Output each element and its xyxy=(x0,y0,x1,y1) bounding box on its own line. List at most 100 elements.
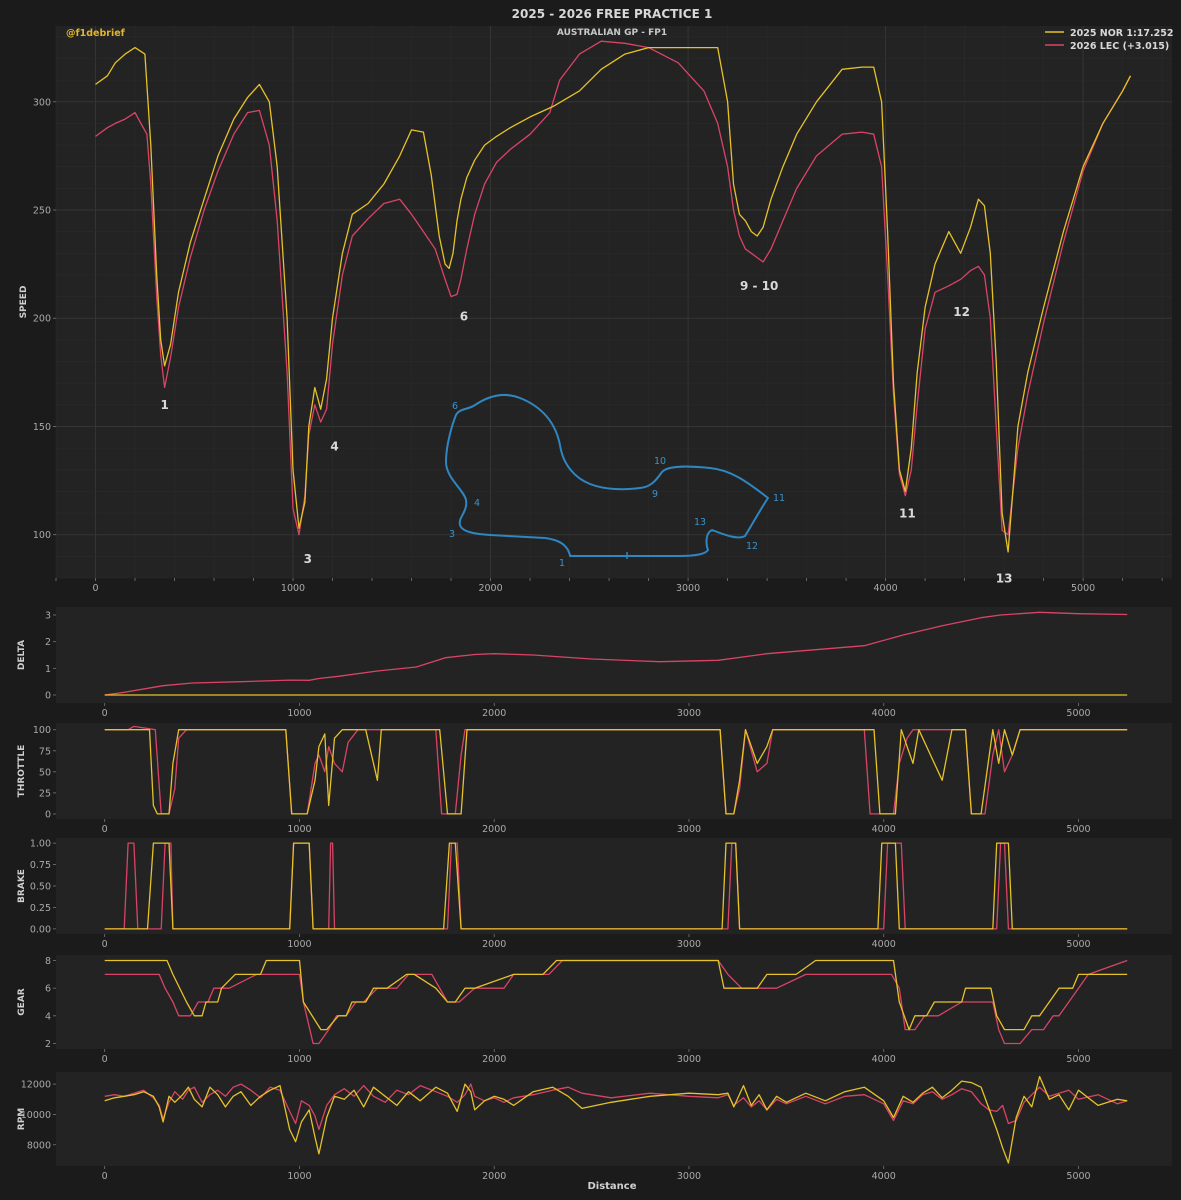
gear-y-axis-label: GEAR xyxy=(17,988,27,1016)
throttle-x-tick-label: 0 xyxy=(102,824,108,835)
delta-x-tick-label: 0 xyxy=(102,708,108,719)
corner-label: 12 xyxy=(953,305,970,319)
track-turn-label: 3 xyxy=(449,529,455,540)
speed-x-tick-label: 2000 xyxy=(478,583,502,594)
corner-label: 13 xyxy=(996,571,1013,585)
brake-x-tick-label: 5000 xyxy=(1066,939,1090,950)
legend-entry: 2025 NOR 1:17.252 xyxy=(1070,28,1173,39)
gear-y-tick-label: 2 xyxy=(45,1039,51,1050)
speed-x-tick-label: 3000 xyxy=(676,583,700,594)
corner-label: 3 xyxy=(304,552,312,566)
rpm-x-tick-label: 0 xyxy=(102,1171,108,1182)
track-turn-label: 11 xyxy=(773,493,785,504)
figure-title: 2025 - 2026 FREE PRACTICE 1 xyxy=(512,7,713,21)
speed-x-tick-label: 5000 xyxy=(1071,583,1095,594)
throttle-y-tick-label: 75 xyxy=(39,746,51,757)
brake-panel: 0.00 0.25 0.50 0.75 1.00 0 1000 2000 3000 4000 500… xyxy=(17,838,1172,950)
speed-x-tick-label: 1000 xyxy=(281,583,305,594)
throttle-y-tick-label: 100 xyxy=(33,725,51,736)
gear-panel: 2 4 6 8 0 1000 2000 3000 4000 5000 GEAR xyxy=(17,955,1172,1065)
delta-y-axis-label: DELTA xyxy=(17,640,27,670)
rpm-y-tick-label: 12000 xyxy=(21,1080,51,1091)
corner-label: 9 - 10 xyxy=(740,279,778,293)
delta-plot-area xyxy=(56,607,1172,703)
chart-subtitle: AUSTRALIAN GP - FP1 xyxy=(557,28,667,38)
speed-y-axis-label: SPEED xyxy=(19,286,29,319)
speed-y-tick-label: 200 xyxy=(33,314,51,325)
x-axis-label: Distance xyxy=(587,1181,636,1192)
corner-label: 11 xyxy=(899,506,916,520)
speed-x-tick-label: 4000 xyxy=(873,583,897,594)
legend: 2025 NOR 1:17.252 2026 LEC (+3.015) xyxy=(1045,28,1173,52)
gear-x-tick-label: 4000 xyxy=(872,1054,896,1065)
gear-x-tick-label: 2000 xyxy=(482,1054,506,1065)
gear-plot-area xyxy=(56,955,1172,1049)
series-2025-gear-line xyxy=(104,959,1128,1031)
throttle-x-tick-label: 5000 xyxy=(1066,824,1090,835)
corner-label: 4 xyxy=(330,439,338,453)
track-turn-label: 4 xyxy=(474,498,480,509)
track-turn-label: 6 xyxy=(452,401,458,412)
gear-y-tick-label: 8 xyxy=(45,956,51,967)
series-2025-speed-line xyxy=(95,46,1132,553)
throttle-x-tick-label: 1000 xyxy=(287,824,311,835)
speed-y-tick-label: 100 xyxy=(33,530,51,541)
series-2026-speed-line xyxy=(95,40,1132,536)
track-turn-label: 9 xyxy=(652,489,658,500)
speed-y-tick-label: 300 xyxy=(33,97,51,108)
brake-y-tick-label: 0.00 xyxy=(30,924,51,935)
brake-y-axis-label: BRAKE xyxy=(17,869,27,903)
delta-x-tick-label: 3000 xyxy=(677,708,701,719)
rpm-panel: 8000 10000 12000 0 1000 2000 3000 4000 5000 RPM xyxy=(17,1072,1172,1182)
brake-x-tick-label: 0 xyxy=(102,939,108,950)
rpm-y-tick-label: 8000 xyxy=(27,1140,51,1151)
speed-x-tick-label: 0 xyxy=(92,583,98,594)
brake-x-tick-label: 2000 xyxy=(482,939,506,950)
corner-label: 6 xyxy=(460,309,468,323)
throttle-x-tick-label: 4000 xyxy=(872,824,896,835)
rpm-x-tick-label: 3000 xyxy=(677,1171,701,1182)
gear-x-tick-label: 0 xyxy=(102,1054,108,1065)
rpm-y-tick-label: 10000 xyxy=(21,1110,51,1121)
rpm-x-tick-label: 2000 xyxy=(482,1171,506,1182)
track-turn-label: 13 xyxy=(694,517,706,528)
delta-y-tick-label: 1 xyxy=(45,664,51,675)
corner-label: 1 xyxy=(160,398,168,412)
throttle-y-axis-label: THROTTLE xyxy=(17,745,27,798)
throttle-y-tick-label: 50 xyxy=(39,767,51,778)
gear-x-tick-label: 5000 xyxy=(1066,1054,1090,1065)
track-turn-label: 1 xyxy=(559,558,565,569)
speed-plot-area xyxy=(56,26,1172,578)
credit-handle: @f1debrief xyxy=(66,28,126,39)
series-2025-rpm-line xyxy=(104,1075,1128,1164)
delta-x-tick-label: 2000 xyxy=(482,708,506,719)
gear-y-tick-label: 6 xyxy=(45,984,51,995)
gear-y-tick-label: 4 xyxy=(45,1011,51,1022)
speed-y-tick-label: 250 xyxy=(33,206,51,217)
rpm-x-tick-label: 5000 xyxy=(1066,1171,1090,1182)
brake-x-tick-label: 1000 xyxy=(287,939,311,950)
brake-x-tick-label: 4000 xyxy=(872,939,896,950)
speed-y-tick-label: 150 xyxy=(33,422,51,433)
throttle-y-tick-label: 25 xyxy=(39,788,51,799)
delta-x-tick-label: 4000 xyxy=(872,708,896,719)
rpm-y-axis-label: RPM xyxy=(17,1108,27,1131)
brake-x-tick-label: 3000 xyxy=(677,939,701,950)
track-outline xyxy=(445,393,769,557)
series-2025-throttle-line xyxy=(104,729,1128,815)
rpm-x-tick-label: 4000 xyxy=(872,1171,896,1182)
delta-x-tick-label: 1000 xyxy=(287,708,311,719)
series-2026-delta-line xyxy=(104,611,1128,696)
brake-y-tick-label: 0.75 xyxy=(30,860,51,871)
rpm-plot-area xyxy=(56,1072,1172,1166)
track-turn-label: 10 xyxy=(654,456,666,467)
throttle-x-tick-label: 3000 xyxy=(677,824,701,835)
brake-y-tick-label: 0.25 xyxy=(30,903,51,914)
delta-x-tick-label: 5000 xyxy=(1066,708,1090,719)
brake-y-tick-label: 0.50 xyxy=(30,882,51,893)
speed-grid xyxy=(55,26,1172,581)
